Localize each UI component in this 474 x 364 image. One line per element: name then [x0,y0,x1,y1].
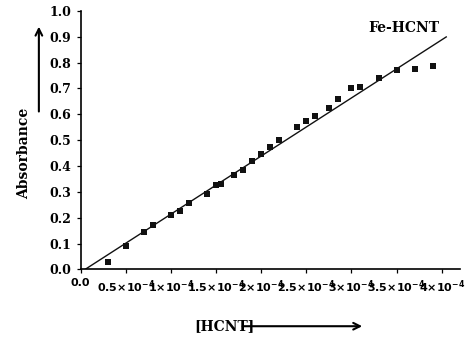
Point [347,86,355,91]
Point [149,222,156,228]
Point [411,66,419,72]
Point [248,158,256,164]
Point [239,167,247,173]
Point [212,182,220,188]
Point [375,75,383,81]
Point [325,105,333,111]
Point [266,144,274,150]
Point [185,201,193,206]
Point [334,96,342,102]
Point [356,84,364,90]
Point [230,172,238,178]
Point [203,191,211,197]
Point [393,67,401,73]
Point [122,243,129,249]
Point [311,113,319,119]
Point [217,181,224,187]
Text: Fe-HCNT: Fe-HCNT [369,21,440,35]
Point [293,124,301,130]
Text: Absorbance: Absorbance [17,107,31,199]
Point [167,212,174,218]
Point [176,208,184,214]
Point [429,64,437,70]
Point [302,118,310,124]
Point [104,259,111,265]
Point [257,151,265,157]
Point [275,137,283,143]
Point [140,229,147,235]
Text: [HCNT]: [HCNT] [194,319,255,333]
